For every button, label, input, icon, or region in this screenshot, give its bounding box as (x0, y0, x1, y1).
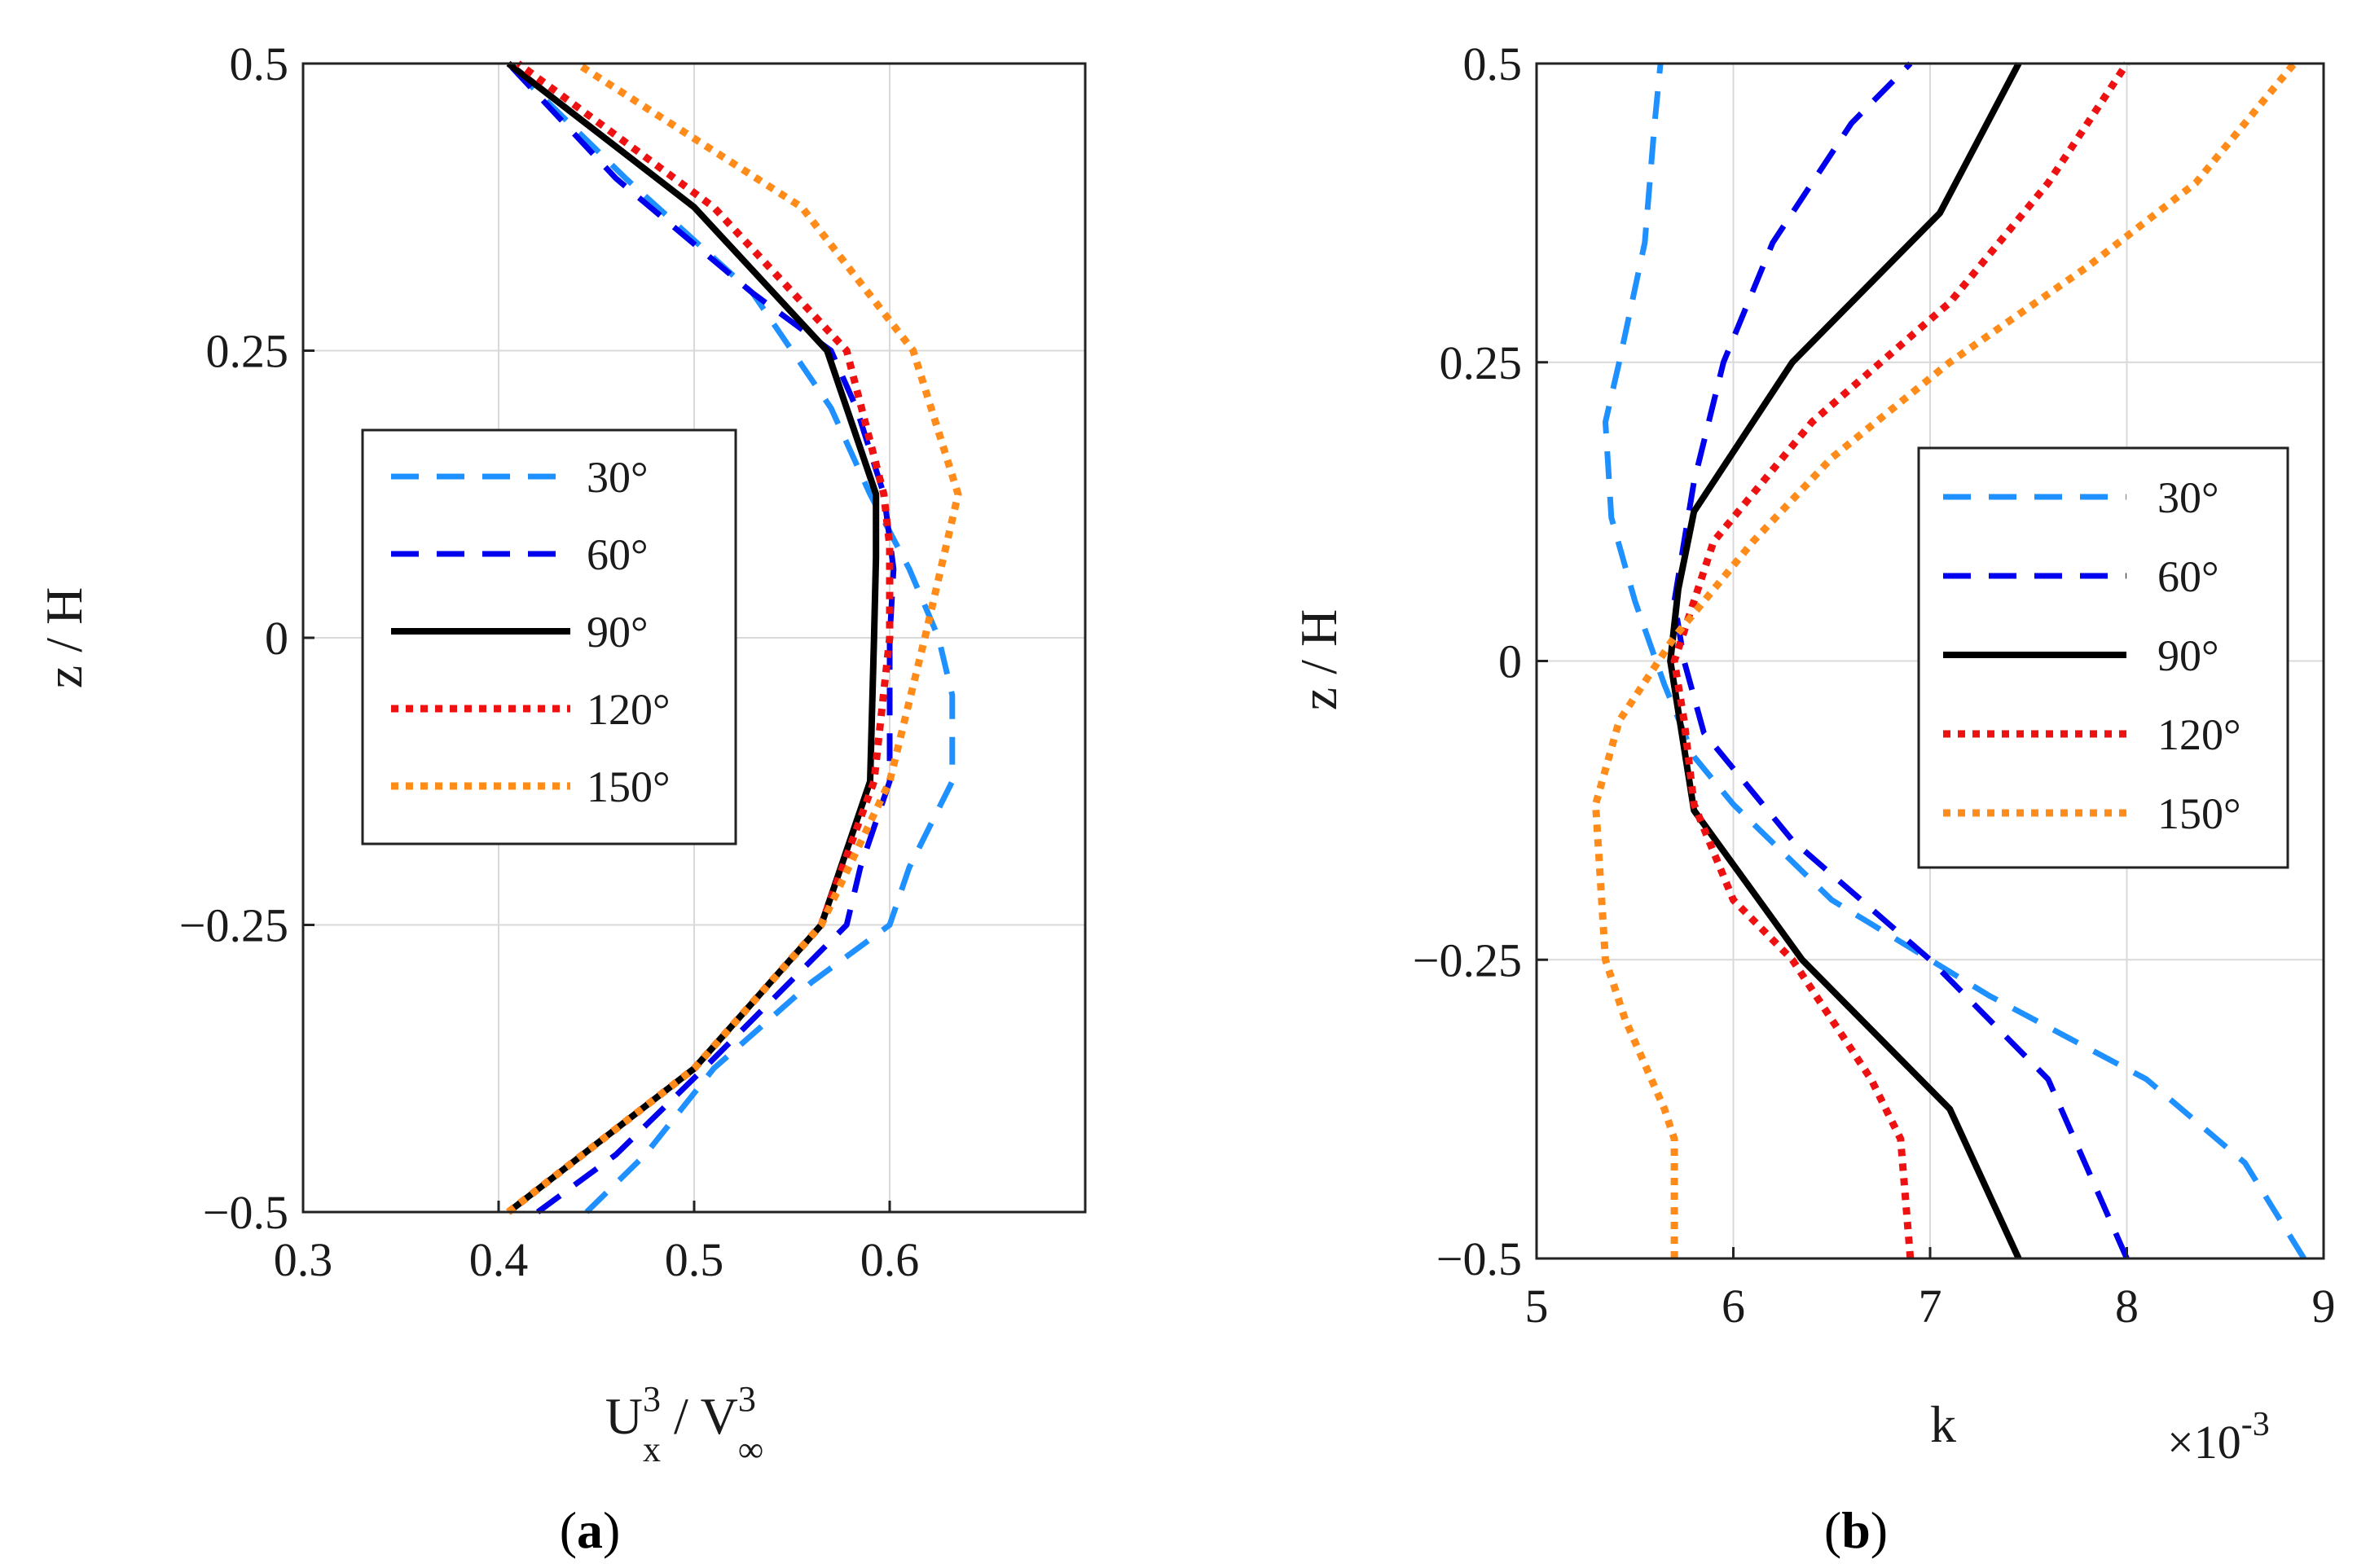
panel-b-y-tick-label: −0.25 (1413, 933, 1522, 986)
panel-b-x-tick-label: 8 (2115, 1280, 2139, 1333)
panel-b-x-tick-label: 9 (2312, 1280, 2336, 1333)
panel-a-y-tick-label: −0.25 (179, 899, 288, 952)
panel-a-legend-label-3: 120° (587, 685, 671, 734)
panel-a-legend-label-2: 90° (587, 608, 649, 657)
panel-b-legend-items: 30° 60° 90° 120° 150° (1943, 473, 2241, 838)
panel-b-y-tick-label: 0 (1498, 635, 1522, 688)
panel-a-legend-items: 30° 60° 90° 120° 150° (391, 453, 671, 811)
panel-a-y-axis-label: z / H (35, 587, 93, 688)
panel-b-y-ticks: −0.5 −0.25 0 0.25 0.5 (1413, 37, 1548, 1285)
panel-a-y-tick-label: 0.25 (206, 325, 289, 378)
panel-a-legend-box (361, 428, 737, 845)
panel-a-legend-label-1: 60° (587, 530, 649, 579)
panel-a-x-axis-label: U3 x / V3 ∞ (605, 1379, 763, 1469)
panel-b-x-multiplier: ×10-3 (2167, 1406, 2270, 1469)
panel-a-x-tick-label: 0.4 (469, 1233, 529, 1286)
panel-b-legend-label-3: 120° (2157, 710, 2241, 759)
panel-a-y-tick-label: 0 (265, 612, 288, 665)
panel-b-x-tick-label: 5 (1525, 1280, 1549, 1333)
panel-b-series-line-2 (1667, 62, 2022, 1260)
panel-b-x-tick-label: 6 (1722, 1280, 1745, 1333)
panel-b-series-line-1 (1671, 61, 2130, 1260)
panel-b-series-line-4 (1592, 61, 2298, 1258)
panel-a-series-line-4 (506, 60, 962, 1215)
panel-a-series-line-2 (506, 60, 880, 1215)
panel-a-y-tick-label: 0.5 (230, 37, 289, 90)
panel-a-x-tick-label: 0.6 (860, 1233, 920, 1286)
panel-b-y-tick-label: 0.25 (1440, 336, 1523, 389)
panel-a-series-group (506, 60, 962, 1215)
panel-a-y-ticks: −0.5 −0.25 0 0.25 0.5 (179, 37, 314, 1239)
panel-b-legend-label-1: 60° (2157, 552, 2219, 601)
panel-b-y-tick-label: −0.5 (1436, 1232, 1522, 1285)
panel-a-chart: 0.3 0.4 0.5 0.6 −0.5 −0.25 0 0.25 0.5 30° 60° 90°… (35, 37, 1087, 1559)
panel-b-y-axis-label: z / H (1290, 609, 1348, 710)
panel-a-legend-label-4: 150° (587, 762, 671, 811)
panel-a-x-ticks: 0.3 0.4 0.5 0.6 (274, 1201, 920, 1286)
panel-a-legend-label-0: 30° (587, 453, 649, 502)
panel-b-legend: 30° 60° 90° 120° 150° (1917, 446, 2289, 869)
panel-b-chart: 5 6 7 8 9 −0.5 −0.25 0 0.25 0.5 30° 60° 90° 120° 150… (1290, 37, 2336, 1559)
panel-a-series-line-1 (506, 61, 897, 1214)
panel-a-x-tick-label: 0.3 (274, 1233, 333, 1286)
panel-a-x-tick-label: 0.5 (665, 1233, 724, 1286)
panel-b-caption: (b) (1824, 1501, 1888, 1559)
panel-b-y-tick-label: 0.5 (1463, 37, 1523, 90)
panel-a-series-line-0 (506, 61, 956, 1214)
panel-b-legend-label-4: 150° (2157, 789, 2241, 838)
panel-b-x-axis-label: k (1930, 1395, 1956, 1453)
panel-b-series-line-3 (1670, 61, 2131, 1259)
panel-b-legend-label-2: 90° (2157, 631, 2219, 680)
panel-b-x-tick-label: 7 (1919, 1280, 1942, 1333)
panel-b-legend-label-0: 30° (2157, 473, 2219, 522)
panel-b-x-ticks: 5 6 7 8 9 (1525, 1247, 2336, 1333)
panel-a-caption: (a) (560, 1501, 621, 1559)
panel-a-legend: 30° 60° 90° 120° 150° (361, 428, 737, 845)
panel-b-series-line-0 (1603, 63, 2306, 1260)
panel-b-series-group (1592, 61, 2306, 1260)
panel-a-y-tick-label: −0.5 (203, 1186, 288, 1239)
